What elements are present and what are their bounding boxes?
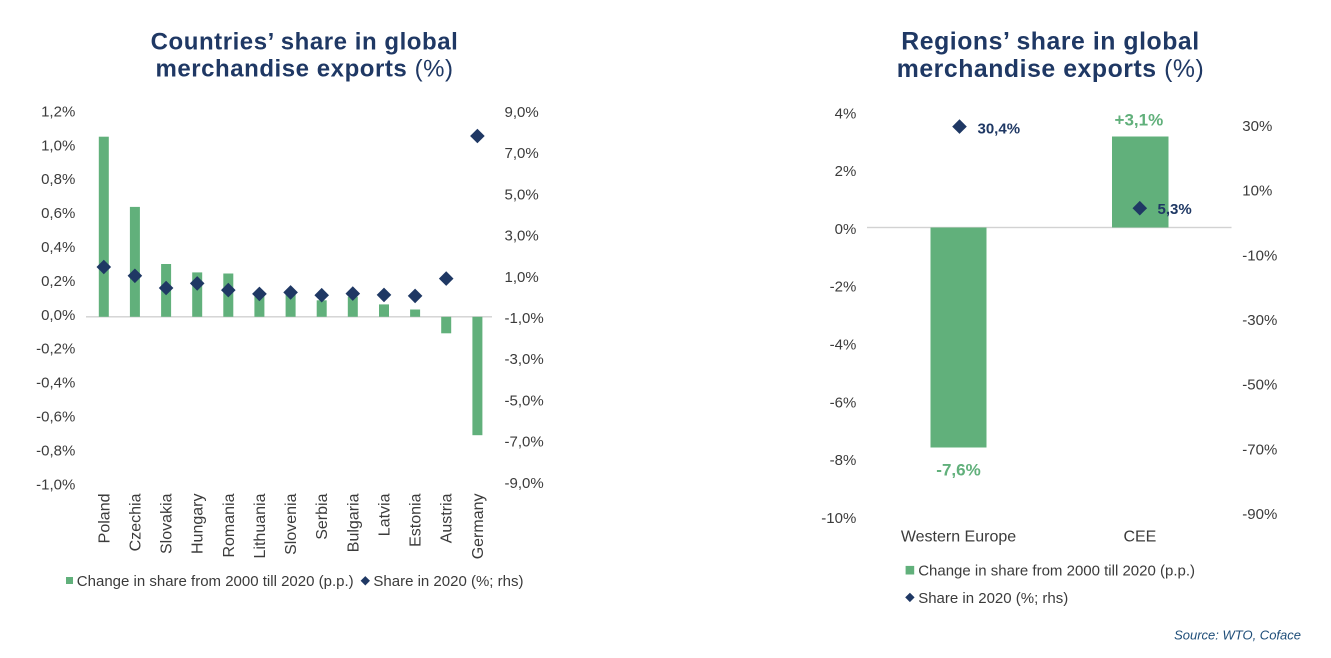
svg-text:Slovenia: Slovenia	[283, 493, 300, 554]
svg-text:Serbia: Serbia	[314, 493, 331, 539]
svg-text:-70%: -70%	[1242, 441, 1277, 458]
svg-text:1,2%: 1,2%	[41, 103, 75, 120]
svg-text:Change in share from 2000 till: Change in share from 2000 till 2020 (p.p…	[918, 563, 1195, 580]
svg-text:-3,0%: -3,0%	[505, 351, 544, 368]
svg-text:Hungary: Hungary	[190, 494, 207, 554]
svg-text:-1,0%: -1,0%	[505, 310, 544, 327]
svg-text:-2%: -2%	[830, 279, 857, 296]
svg-text:-4%: -4%	[830, 337, 857, 354]
svg-text:Poland: Poland	[96, 494, 113, 544]
svg-text:7,0%: 7,0%	[505, 145, 539, 162]
svg-text:Share in 2020 (%; rhs): Share in 2020 (%; rhs)	[918, 590, 1068, 607]
svg-text:-0,2%: -0,2%	[36, 341, 75, 358]
svg-text:Lithuania: Lithuania	[252, 493, 269, 558]
svg-text:2%: 2%	[835, 163, 857, 180]
svg-text:-0,8%: -0,8%	[36, 442, 75, 459]
svg-text:1,0%: 1,0%	[505, 269, 539, 286]
svg-text:Regions’ share in global: Regions’ share in global	[901, 29, 1199, 56]
svg-text:Czechia: Czechia	[127, 493, 144, 551]
svg-text:30,4%: 30,4%	[978, 120, 1021, 137]
svg-text:-7,6%: -7,6%	[936, 460, 980, 479]
svg-text:Source: WTO, Coface: Source: WTO, Coface	[1174, 628, 1301, 643]
svg-text:4%: 4%	[835, 105, 857, 122]
svg-text:-1,0%: -1,0%	[36, 476, 75, 493]
svg-text:-0,6%: -0,6%	[36, 409, 75, 426]
svg-text:CEE: CEE	[1123, 529, 1156, 546]
svg-text:5,3%: 5,3%	[1158, 201, 1192, 218]
svg-text:5,0%: 5,0%	[505, 186, 539, 203]
svg-text:Romania: Romania	[221, 493, 238, 557]
svg-text:-10%: -10%	[1242, 247, 1277, 264]
svg-text:+3,1%: +3,1%	[1115, 111, 1164, 130]
svg-text:merchandise exports (%): merchandise exports (%)	[155, 56, 453, 83]
svg-text:-9,0%: -9,0%	[505, 475, 544, 492]
svg-text:Western Europe: Western Europe	[901, 529, 1016, 546]
svg-text:0,8%: 0,8%	[41, 171, 75, 188]
svg-text:Countries’ share in global: Countries’ share in global	[151, 29, 459, 56]
svg-text:Slovakia: Slovakia	[159, 493, 176, 554]
svg-text:-0,4%: -0,4%	[36, 375, 75, 392]
svg-text:-5,0%: -5,0%	[505, 392, 544, 409]
svg-text:-10%: -10%	[821, 510, 856, 527]
svg-text:-7,0%: -7,0%	[505, 434, 544, 451]
svg-text:9,0%: 9,0%	[505, 104, 539, 121]
svg-text:-90%: -90%	[1242, 506, 1277, 523]
svg-text:0,4%: 0,4%	[41, 239, 75, 256]
svg-text:-8%: -8%	[830, 452, 857, 469]
svg-text:10%: 10%	[1242, 183, 1272, 200]
svg-text:0,6%: 0,6%	[41, 205, 75, 222]
svg-text:-6%: -6%	[830, 394, 857, 411]
svg-text:30%: 30%	[1242, 118, 1272, 135]
svg-text:merchandise exports (%): merchandise exports (%)	[897, 56, 1205, 83]
svg-text:Latvia: Latvia	[377, 493, 394, 536]
svg-text:Estonia: Estonia	[408, 493, 425, 546]
svg-text:-30%: -30%	[1242, 312, 1277, 329]
svg-text:-50%: -50%	[1242, 377, 1277, 394]
svg-text:Bulgaria: Bulgaria	[345, 493, 362, 552]
svg-text:1,0%: 1,0%	[41, 137, 75, 154]
svg-text:0,0%: 0,0%	[41, 307, 75, 324]
svg-text:Austria: Austria	[439, 493, 456, 543]
svg-text:0,2%: 0,2%	[41, 273, 75, 290]
svg-text:3,0%: 3,0%	[505, 228, 539, 245]
svg-text:Share in 2020 (%; rhs): Share in 2020 (%; rhs)	[373, 573, 523, 590]
svg-text:Change in share from 2000 till: Change in share from 2000 till 2020 (p.p…	[77, 573, 354, 590]
svg-text:Germany: Germany	[470, 494, 487, 560]
svg-text:0%: 0%	[835, 221, 857, 238]
